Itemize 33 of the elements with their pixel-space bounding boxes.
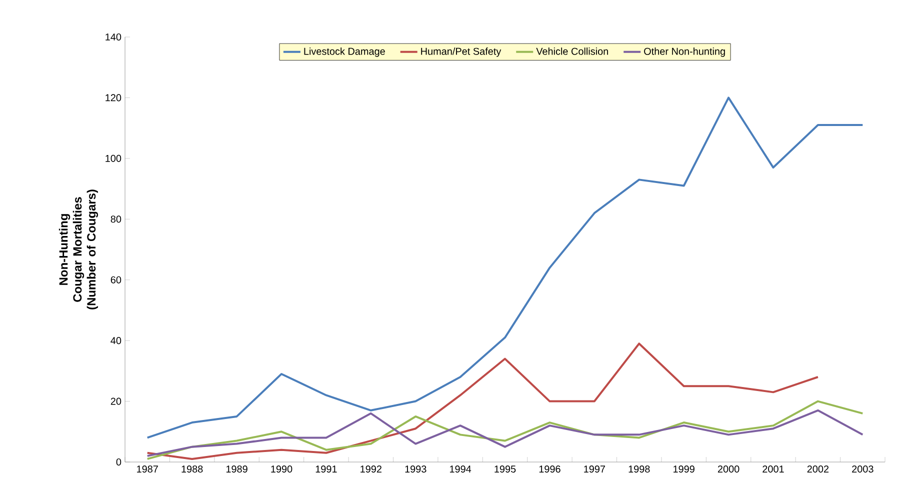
x-tick-label: 2002: [807, 466, 829, 473]
x-tick-label: 1999: [674, 466, 694, 473]
x-tick-label: 1995: [494, 466, 516, 473]
y-axis-title: Non-Hunting Cougar Mortalities (Number of Cougars): [58, 190, 98, 310]
legend-label: Other Non-hunting: [644, 48, 725, 57]
x-tick-label: 1987: [137, 466, 158, 473]
line-series: [146, 96, 864, 439]
y-tick-label: 20: [110, 398, 122, 405]
x-tick-label: 2003: [852, 466, 874, 473]
x-tick-label: 2000: [718, 466, 740, 473]
x-tick-label: 1992: [360, 466, 382, 473]
x-tick-label: 1997: [584, 466, 605, 473]
legend-label: Vehicle Collision: [536, 48, 608, 55]
x-tick-label: 1998: [628, 466, 650, 473]
legend-label: Livestock Damage: [304, 48, 385, 57]
y-tick-label: 140: [106, 33, 122, 41]
y-tick-label: 100: [106, 154, 122, 162]
line-series: [146, 400, 864, 460]
x-tick-label: 1996: [539, 466, 560, 473]
y-tick-label: 60: [110, 276, 122, 284]
x-tick-label: 1993: [405, 466, 426, 473]
y-tick-label: 0: [116, 458, 122, 466]
legend-label: Human/Pet Safety: [421, 48, 502, 57]
y-tick-label: 80: [110, 216, 122, 223]
x-tick-label: 1989: [226, 466, 248, 473]
y-tick-label: 120: [106, 94, 122, 102]
x-tick-label: 1990: [271, 466, 292, 473]
y-tick-label: 40: [110, 337, 122, 344]
x-tick-label: 1994: [450, 466, 472, 473]
x-tick-label: 1988: [182, 466, 203, 473]
x-tick-label: 1991: [316, 466, 337, 473]
line-series: [146, 409, 864, 457]
x-tick-label: 2001: [762, 466, 784, 473]
